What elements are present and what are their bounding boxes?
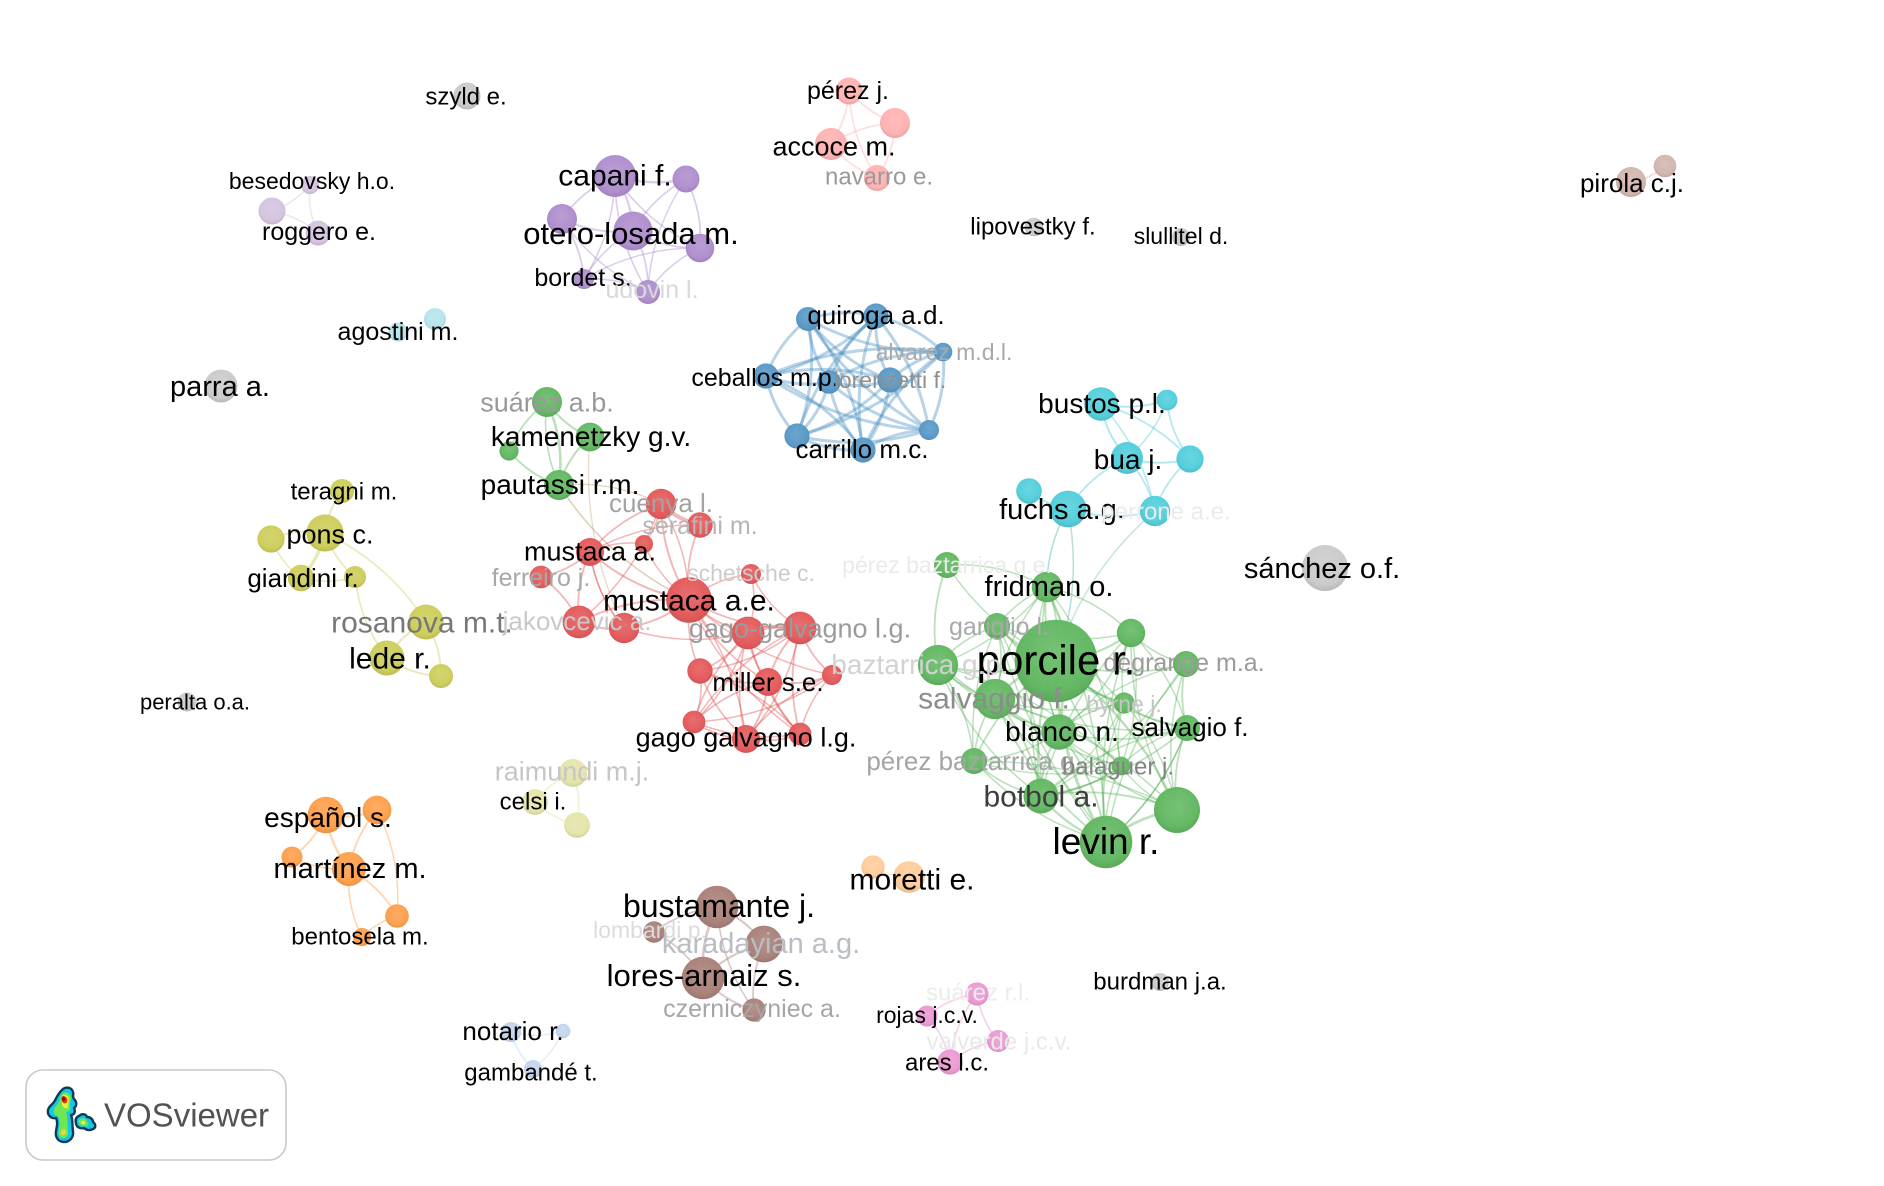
svg-text:porcile r.: porcile r. (977, 637, 1136, 684)
svg-text:miller s.e.: miller s.e. (712, 667, 823, 697)
svg-text:raimundi m.j.: raimundi m.j. (495, 756, 650, 786)
svg-text:navarro e.: navarro e. (825, 163, 933, 190)
svg-text:czerniczyniec a.: czerniczyniec a. (663, 995, 841, 1023)
svg-text:baztarrica g.p.: baztarrica g.p. (831, 649, 1008, 680)
svg-text:fridman o.: fridman o. (985, 571, 1114, 603)
svg-text:pérez baztarrica g.: pérez baztarrica g. (866, 746, 1081, 776)
svg-text:bustamante j.: bustamante j. (623, 888, 815, 924)
svg-text:pautassi r.m.: pautassi r.m. (481, 469, 640, 500)
svg-text:jakovcevic a.: jakovcevic a. (502, 606, 652, 636)
svg-text:español s.: español s. (264, 802, 392, 833)
svg-text:blanco n.: blanco n. (1005, 716, 1119, 747)
svg-text:lorenzetti f.: lorenzetti f. (834, 367, 947, 393)
svg-text:ceballos m.p.: ceballos m.p. (691, 364, 838, 392)
svg-text:fuchs a.g.: fuchs a.g. (999, 494, 1125, 526)
svg-text:otero-losada m.: otero-losada m. (523, 216, 738, 251)
svg-text:VOSviewer: VOSviewer (104, 1097, 269, 1134)
svg-text:bustos p.l.: bustos p.l. (1038, 388, 1166, 419)
svg-text:udovin l.: udovin l. (605, 276, 698, 304)
svg-text:burdman j.a.: burdman j.a. (1093, 968, 1226, 995)
svg-text:alvarez m.d.l.: alvarez m.d.l. (876, 339, 1013, 365)
svg-text:bordet s.: bordet s. (534, 264, 631, 292)
svg-text:levin r.: levin r. (1053, 821, 1160, 862)
svg-text:accoce m.: accoce m. (772, 131, 895, 161)
svg-text:ares l.c.: ares l.c. (905, 1049, 989, 1076)
svg-text:gago-galvagno l.g.: gago-galvagno l.g. (689, 613, 911, 643)
svg-text:agostini m.: agostini m. (338, 318, 459, 346)
svg-text:pérez baztarrica g.e.: pérez baztarrica g.e. (842, 552, 1052, 578)
svg-text:peralta o.a.: peralta o.a. (140, 690, 250, 715)
svg-text:celsi i.: celsi i. (500, 788, 567, 815)
svg-text:notario r.: notario r. (462, 1016, 563, 1046)
svg-text:bua j.: bua j. (1094, 444, 1163, 475)
svg-text:rosanova m.t.: rosanova m.t. (331, 607, 513, 640)
svg-text:mustaca a.: mustaca a. (524, 536, 656, 566)
svg-text:sánchez o.f.: sánchez o.f. (1244, 553, 1400, 585)
svg-text:martínez m.: martínez m. (273, 853, 426, 885)
svg-text:carrillo m.c.: carrillo m.c. (796, 434, 929, 464)
svg-text:moretti e.: moretti e. (849, 864, 974, 897)
svg-text:capani f.: capani f. (558, 160, 671, 193)
svg-text:bentosela m.: bentosela m. (291, 923, 428, 950)
svg-text:roggero e.: roggero e. (262, 218, 376, 246)
svg-text:salvaggio f.: salvaggio f. (918, 683, 1070, 716)
svg-text:salvagio f.: salvagio f. (1131, 712, 1248, 742)
svg-text:pirola c.j.: pirola c.j. (1580, 168, 1684, 198)
svg-text:giandini r.: giandini r. (247, 563, 358, 593)
svg-text:lipovestky f.: lipovestky f. (970, 213, 1095, 240)
svg-text:suárez a.b.: suárez a.b. (480, 387, 614, 417)
svg-text:mustaca a.e.: mustaca a.e. (603, 585, 775, 618)
svg-text:degrange m.a.: degrange m.a. (1103, 649, 1264, 677)
svg-text:byrne j.: byrne j. (1086, 691, 1161, 717)
svg-text:slullitel d.: slullitel d. (1134, 223, 1229, 249)
svg-text:gambandé t.: gambandé t. (464, 1059, 597, 1086)
svg-text:botbol a.: botbol a. (983, 781, 1098, 814)
svg-text:ferreiro j.: ferreiro j. (492, 564, 591, 592)
svg-text:gariglio l.: gariglio l. (949, 613, 1049, 641)
svg-text:quiroga a.d.: quiroga a.d. (807, 300, 944, 330)
svg-text:lede r.: lede r. (349, 643, 431, 676)
svg-text:parra a.: parra a. (170, 371, 270, 403)
svg-text:valverde j.c.v.: valverde j.c.v. (927, 1028, 1072, 1055)
svg-text:rojas j.c.v.: rojas j.c.v. (876, 1002, 978, 1028)
svg-text:szyld e.: szyld e. (425, 83, 506, 110)
svg-text:besedovsky h.o.: besedovsky h.o. (229, 168, 395, 194)
svg-text:pons c.: pons c. (286, 519, 373, 549)
svg-text:perrone a.e.: perrone a.e. (1101, 498, 1230, 525)
svg-text:balaguer j.: balaguer j. (1062, 753, 1174, 780)
svg-text:schetsche c.: schetsche c. (687, 560, 815, 586)
svg-text:gago galvagno l.g.: gago galvagno l.g. (636, 722, 857, 752)
svg-text:pérez j.: pérez j. (807, 77, 889, 105)
svg-text:serafini m.: serafini m. (642, 512, 757, 540)
svg-text:teragni m.: teragni m. (291, 478, 398, 505)
svg-text:suárez r.l.: suárez r.l. (926, 979, 1030, 1006)
svg-text:kamenetzky g.v.: kamenetzky g.v. (491, 421, 691, 452)
svg-text:karadayian a.g.: karadayian a.g. (662, 928, 860, 960)
svg-text:cuenya l.: cuenya l. (609, 488, 713, 518)
svg-text:lores-arnaiz s.: lores-arnaiz s. (607, 958, 802, 993)
svg-text:lombardi p.: lombardi p. (593, 917, 707, 943)
